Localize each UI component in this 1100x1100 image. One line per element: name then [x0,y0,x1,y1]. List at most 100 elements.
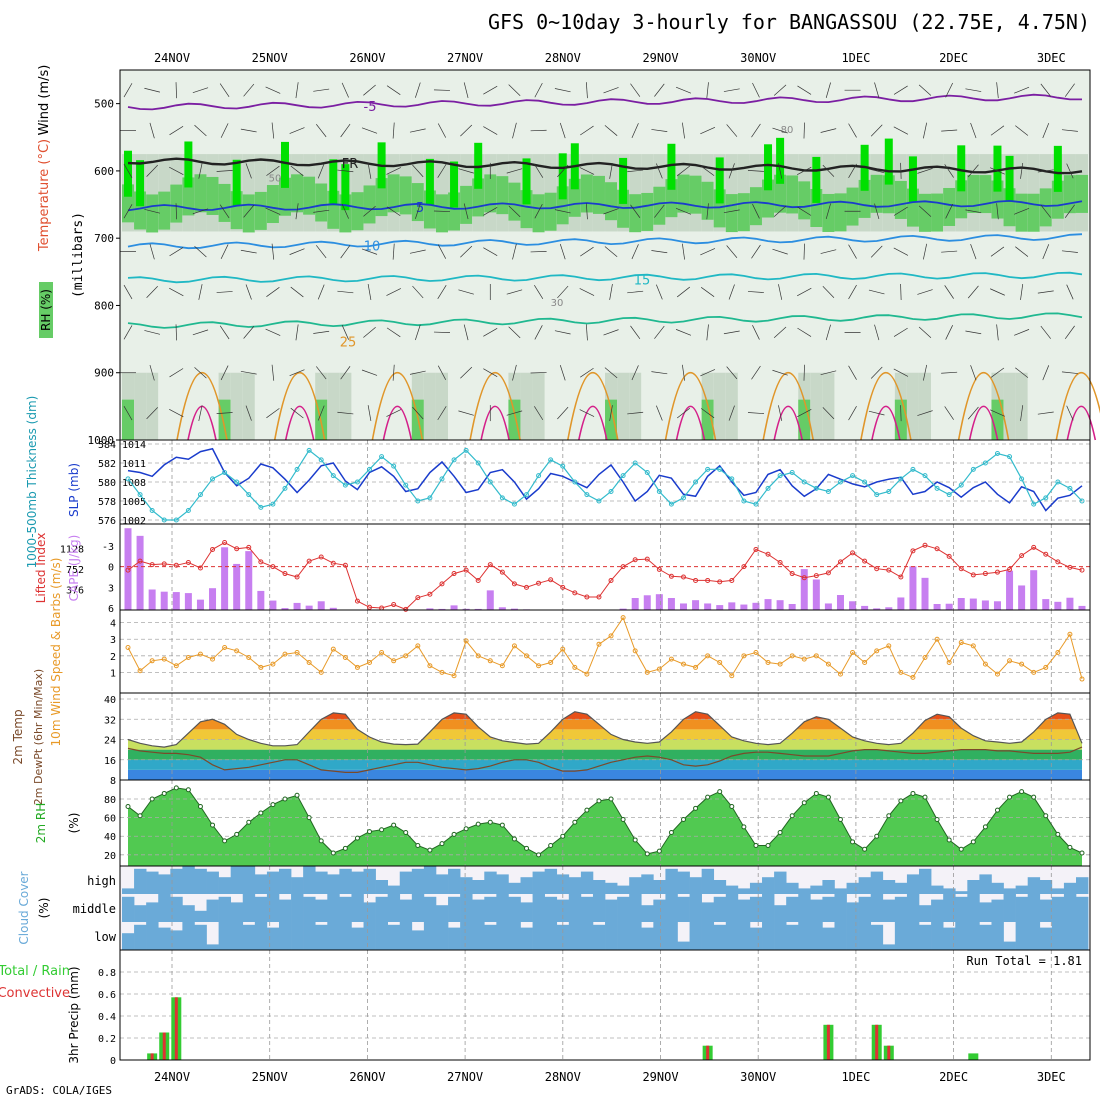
cloud-cell [315,899,328,922]
slp-line [127,449,1083,521]
cloud-cell [122,933,135,950]
rh-cell [1063,175,1076,214]
rh-cell [184,141,193,188]
cloud-cell [387,885,401,894]
cloud-cell [278,922,292,950]
rh-marker [837,816,843,822]
cloud-cell [291,922,304,950]
wind-barb [631,244,639,260]
cloud-cell [242,894,256,922]
wind-barb [341,324,349,340]
cloud-cell [1015,885,1029,894]
wind-barb [437,163,447,178]
cape-bar [474,608,482,610]
cloud-cell [786,924,799,950]
lifted-index-marker [475,577,481,583]
slp-marker [874,492,880,498]
cloud-cell [955,922,968,950]
top-date-label: 27NOV [447,51,483,65]
cloud-cell [774,871,787,894]
rh-cell [303,176,316,215]
lifted-index-marker [560,584,566,590]
temperature-contour-label: 15 [634,274,651,289]
lifted-index-marker [536,580,542,586]
rh-marker [813,790,819,796]
wind-barb [822,407,835,420]
wind-barb [603,87,619,94]
rh-marker [596,798,602,804]
slp-marker [946,492,952,498]
cloud-cell [713,880,727,894]
wind-barb [415,324,421,341]
cloud-cell [653,899,666,922]
cape-bar [897,597,905,610]
rh-marker [644,851,650,857]
wind-barb [825,82,831,98]
cape-bar [849,601,857,610]
wind-barb [797,206,812,216]
wind-barb [604,125,618,136]
wind-barb [609,162,613,179]
wind-speed-line [127,616,1083,680]
isotherm-line [1066,405,1097,441]
rh-cell [979,175,992,214]
wind-barb [458,289,474,295]
bottom-date-label: 28NOV [545,1070,581,1084]
rh2m-axis-label: 2m RH [34,803,48,844]
isotherm-line [127,312,1083,329]
slp-marker [294,466,300,472]
temp-tick-label: 8 [110,776,116,787]
rh-cell [725,194,738,233]
wind-speed-marker [850,650,856,655]
wind-barb [868,410,885,416]
wind-barb [1014,329,1030,336]
wind-speed-marker [741,653,747,659]
cape-bar [945,603,953,610]
wind-speed-marker [801,656,807,662]
rh-cell [870,174,883,213]
cloud-cell [967,922,980,950]
cloud-level-label: middle [73,902,116,916]
cloud-cell [955,896,968,922]
wind-speed-marker [970,643,976,649]
wind-barb [676,165,691,177]
precip-conv-bar [887,1045,891,1060]
wind-barb [265,207,281,215]
wind-speed-marker [427,663,433,669]
isotherm-line [382,405,413,441]
rh-cell [689,175,702,214]
cape-bar [836,595,844,610]
wind-barb [149,243,155,260]
wind-barb [534,163,544,178]
rh-cell [218,183,231,222]
wind-barb [944,164,954,178]
rh-marker [753,843,759,849]
rh-cell [254,191,267,230]
cloud-cell [786,882,799,894]
wind-barb [169,368,184,378]
rh-cell [484,174,497,213]
wind-barb [797,166,812,175]
rh-marker [318,838,324,844]
cape-bar [679,603,687,610]
wind-barb [460,124,473,137]
cloud-cell [931,885,944,894]
thickness-tick-label: 576 [98,516,116,527]
rh-cell [146,194,159,233]
wind-barb [1014,207,1030,215]
bottom-date-label: 29NOV [642,1070,678,1084]
lifted-index-marker [1079,567,1085,573]
cape-bar [643,595,651,610]
wind-speed-marker [705,653,711,659]
cloud-cell [556,874,570,894]
thickness-axis-label: 1000-500mb Thickness (dm) [25,396,39,569]
cape-bar [281,608,289,610]
wind-barb [656,163,663,179]
cape-bar [317,601,325,610]
wind-barb [726,124,738,137]
precip-tick-label: 0.8 [98,968,116,979]
rh-marker [524,845,530,851]
cloud-cell [834,888,847,894]
slp-marker [536,473,542,479]
rh-cell [1027,193,1040,232]
